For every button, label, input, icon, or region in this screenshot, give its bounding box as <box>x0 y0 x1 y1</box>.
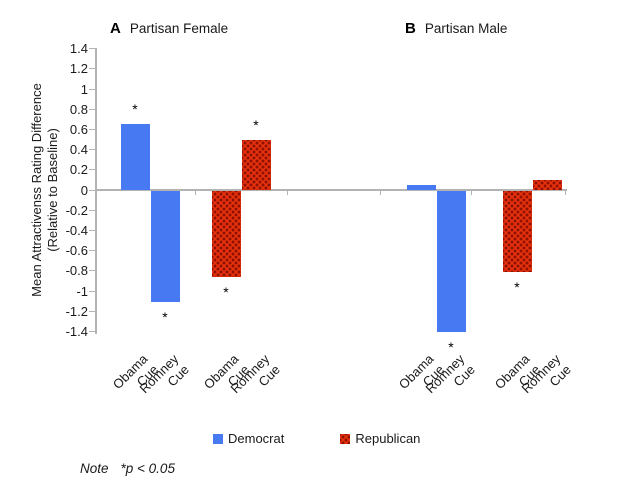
legend-item-republican: Republican <box>340 431 420 446</box>
y-tick-label: 0.8 <box>69 101 88 117</box>
y-tick-mark <box>89 310 95 312</box>
chart-legend: Democrat Republican <box>213 431 420 446</box>
x-tick-mark <box>565 190 567 195</box>
democrat-swatch-icon <box>213 433 223 444</box>
x-tick-mark <box>287 190 289 195</box>
y-tick-mark <box>89 250 95 252</box>
note-text: *p < 0.05 <box>120 461 175 476</box>
panel-a-name: Partisan Female <box>129 21 229 36</box>
significance-star: * <box>162 309 168 326</box>
bar-democrat-obama-cue <box>120 124 150 190</box>
bar-democrat-romney-cue <box>150 191 180 303</box>
y-tick-mark <box>89 149 95 151</box>
significance-star: * <box>448 339 454 356</box>
y-tick-mark <box>89 270 95 272</box>
bar-republican-romney-cue <box>241 139 271 190</box>
significance-note: Note *p < 0.05 <box>80 461 175 476</box>
y-tick-label: 0.6 <box>69 121 88 137</box>
y-tick-label: -1.2 <box>65 303 88 319</box>
x-tick-mark <box>471 190 473 195</box>
legend-label-democrat: Democrat <box>228 431 285 446</box>
y-tick-label: -1 <box>76 283 88 299</box>
y-tick-label: 0.2 <box>69 162 88 178</box>
x-tick-mark <box>195 190 197 195</box>
y-tick-label: 0.4 <box>69 142 88 158</box>
significance-star: * <box>223 283 229 300</box>
republican-swatch-icon <box>340 433 351 444</box>
y-tick-label: 1.2 <box>69 61 88 77</box>
y-tick-label: -0.8 <box>65 263 88 279</box>
panel-b-letter: B <box>405 20 416 37</box>
significance-star: * <box>253 116 259 133</box>
bar-democrat-obama-cue <box>406 184 436 190</box>
y-tick-label: 1 <box>80 81 88 97</box>
x-axis-baseline <box>95 189 567 191</box>
panel-a-title: A Partisan Female <box>110 20 228 37</box>
y-tick-label: 0 <box>80 182 88 198</box>
y-tick-mark <box>89 68 95 70</box>
note-prefix: Note <box>80 461 109 476</box>
bar-republican-obama-cue <box>211 191 241 277</box>
legend-label-republican: Republican <box>355 431 421 446</box>
bar-republican-obama-cue <box>502 191 532 272</box>
y-tick-label: -0.4 <box>65 222 88 238</box>
y-tick-mark <box>89 48 95 50</box>
y-axis-line <box>95 48 97 334</box>
y-tick-mark <box>89 128 95 131</box>
panel-b-title: B Partisan Male <box>405 20 507 37</box>
y-tick-mark <box>89 209 95 211</box>
y-tick-label: -0.6 <box>65 243 88 259</box>
bar-republican-romney-cue <box>532 179 562 190</box>
y-tick-mark <box>89 290 95 292</box>
y-tick-label: 1.4 <box>69 41 88 57</box>
bar-democrat-romney-cue <box>436 191 466 333</box>
y-tick-mark <box>89 169 95 171</box>
panel-b-name: Partisan Male <box>424 21 508 36</box>
y-tick-label: -1.4 <box>65 323 88 339</box>
y-tick-mark <box>89 88 95 90</box>
x-tick-mark <box>380 190 382 195</box>
significance-star: * <box>514 278 520 295</box>
significance-star: * <box>132 101 138 118</box>
legend-item-democrat: Democrat <box>213 431 284 446</box>
y-tick-label: -0.2 <box>65 202 88 218</box>
panel-a-letter: A <box>110 20 121 37</box>
y-tick-mark <box>89 189 95 191</box>
y-tick-mark <box>89 108 95 110</box>
y-tick-mark <box>89 229 95 232</box>
y-tick-mark <box>89 330 95 333</box>
